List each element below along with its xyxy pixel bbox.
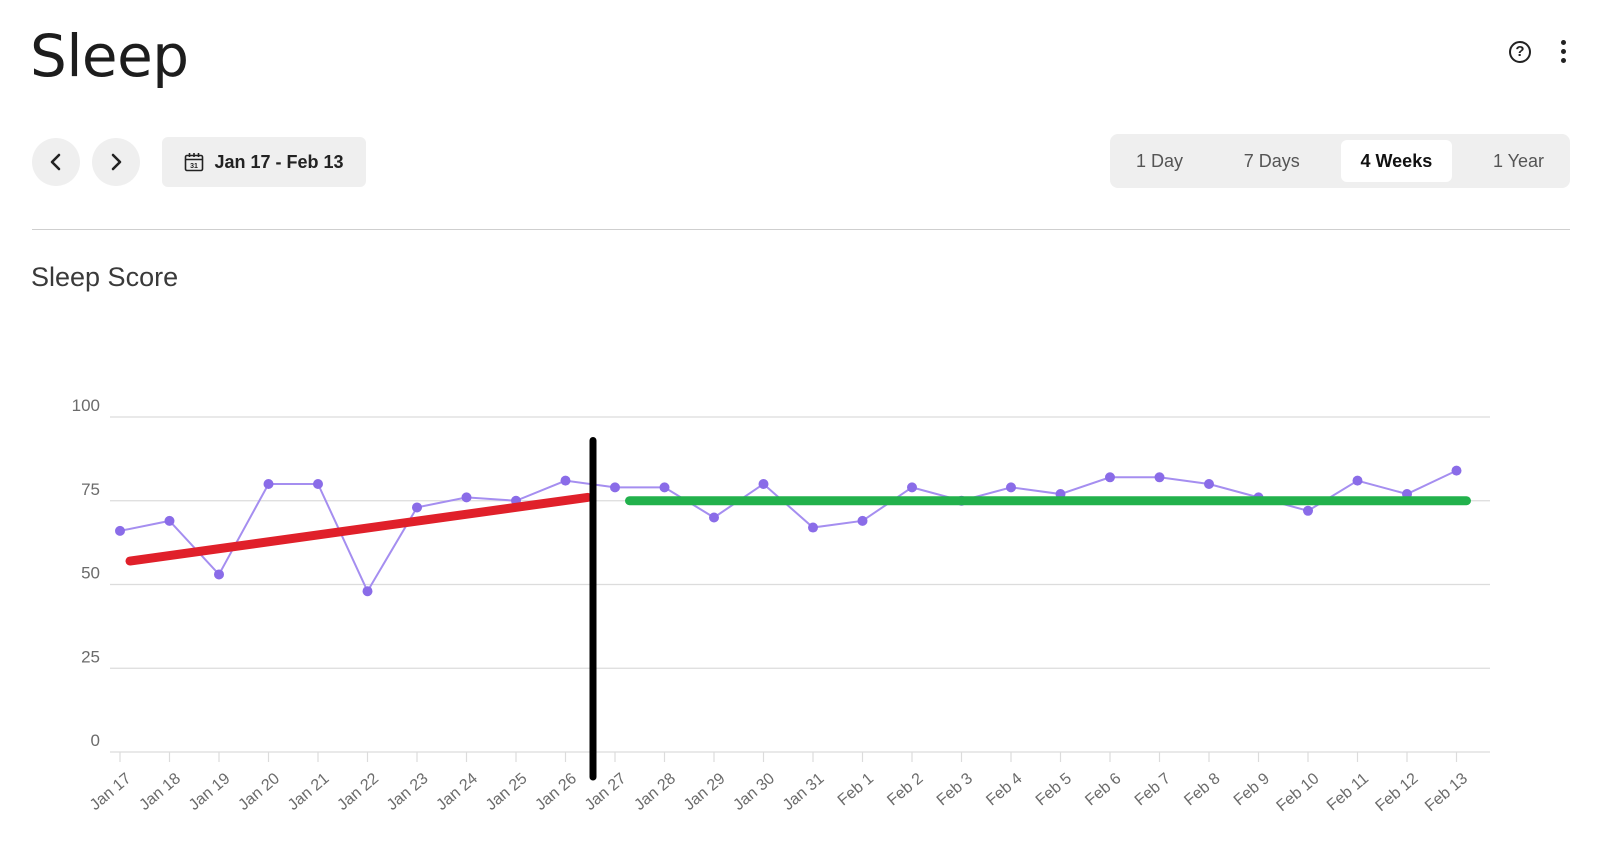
- data-point: [1253, 492, 1264, 503]
- x-tick-label: Feb 12: [1372, 770, 1421, 815]
- data-point: [461, 492, 472, 503]
- data-point: [214, 569, 224, 580]
- data-point: [164, 515, 175, 526]
- x-tick-label: Jan 25: [483, 770, 531, 814]
- y-tick-label: 75: [81, 480, 100, 499]
- range-tab-1-year[interactable]: 1 Year: [1492, 150, 1544, 171]
- x-tick-label: Jan 29: [681, 770, 729, 814]
- x-tick-label: Jan 23: [384, 770, 432, 814]
- range-tab-7-days[interactable]: 7 Days: [1243, 150, 1300, 171]
- data-point: [115, 525, 125, 536]
- range-tab-4-weeks[interactable]: 4 Weeks: [1340, 140, 1453, 182]
- date-range-picker[interactable]: 31 Jan 17 - Feb 13: [162, 137, 366, 187]
- x-tick-label: Jan 18: [136, 770, 184, 814]
- data-point: [1451, 465, 1462, 476]
- x-tick-label: Jan 24: [433, 770, 481, 814]
- x-tick-label: Jan 26: [532, 770, 580, 814]
- x-tick-label: Feb 8: [1181, 770, 1223, 809]
- x-tick-label: Feb 1: [835, 770, 877, 809]
- range-selector: 1 Day 7 Days 4 Weeks 1 Year: [1110, 134, 1570, 188]
- data-point: [1352, 475, 1363, 486]
- date-range-label: Jan 17 - Feb 13: [214, 151, 344, 172]
- page-title: Sleep: [30, 22, 189, 90]
- data-point: [1105, 472, 1115, 483]
- header-divider: [32, 229, 1570, 230]
- data-point: [263, 479, 274, 489]
- x-tick-label: Jan 17: [87, 770, 135, 814]
- data-point: [362, 586, 373, 597]
- data-point: [1402, 489, 1412, 500]
- data-point: [808, 522, 818, 533]
- previous-period-button[interactable]: [32, 138, 80, 186]
- data-point: [709, 512, 719, 523]
- x-tick-label: Feb 7: [1132, 770, 1174, 809]
- chevron-left-icon: [50, 153, 61, 171]
- x-tick-label: Feb 5: [1033, 770, 1075, 809]
- x-tick-label: Jan 20: [235, 770, 283, 814]
- y-tick-label: 100: [72, 396, 100, 415]
- y-tick-label: 50: [81, 564, 100, 583]
- range-tab-1-day[interactable]: 1 Day: [1136, 150, 1184, 171]
- x-tick-label: Jan 31: [780, 770, 828, 814]
- series-line: [119, 469, 1457, 594]
- x-tick-label: Jan 30: [730, 770, 778, 814]
- header-actions: ?: [1509, 38, 1570, 65]
- x-tick-label: Jan 27: [582, 770, 630, 814]
- x-tick-label: Feb 6: [1082, 770, 1124, 809]
- svg-text:31: 31: [191, 163, 199, 170]
- trend-line-before: [125, 492, 592, 566]
- data-point: [412, 502, 422, 513]
- data-point: [758, 479, 769, 489]
- data-point: [907, 482, 917, 493]
- x-tick-label: Feb 4: [983, 770, 1025, 809]
- data-point: [313, 479, 323, 489]
- x-tick-label: Jan 21: [285, 770, 333, 814]
- section-title: Sleep Score: [31, 262, 179, 292]
- x-tick-label: Jan 22: [334, 770, 382, 814]
- data-point: [1006, 482, 1016, 493]
- calendar-icon: 31: [185, 153, 204, 172]
- x-tick-label: Feb 10: [1273, 770, 1322, 815]
- data-point: [857, 515, 868, 526]
- help-icon[interactable]: ?: [1509, 40, 1531, 63]
- data-point: [610, 482, 620, 493]
- more-options-icon[interactable]: [1557, 38, 1570, 65]
- x-tick-label: Feb 9: [1231, 770, 1273, 809]
- x-tick-label: Jan 28: [631, 770, 679, 814]
- x-tick-label: Feb 2: [884, 770, 926, 809]
- data-point: [1055, 489, 1066, 500]
- data-point: [659, 482, 670, 493]
- data-point: [956, 495, 967, 506]
- x-tick-label: Feb 3: [934, 770, 976, 809]
- y-tick-label: 0: [91, 731, 100, 750]
- x-tick-label: Feb 13: [1422, 770, 1471, 815]
- y-tick-label: 25: [81, 647, 100, 666]
- data-point: [560, 475, 571, 486]
- x-tick-label: Jan 19: [186, 770, 234, 814]
- next-period-button[interactable]: [92, 138, 140, 186]
- data-point: [1154, 472, 1165, 483]
- data-point: [511, 495, 521, 506]
- data-point: [1204, 479, 1214, 489]
- x-tick-label: Feb 11: [1324, 770, 1372, 814]
- chevron-right-icon: [111, 153, 122, 171]
- data-point: [1303, 505, 1313, 516]
